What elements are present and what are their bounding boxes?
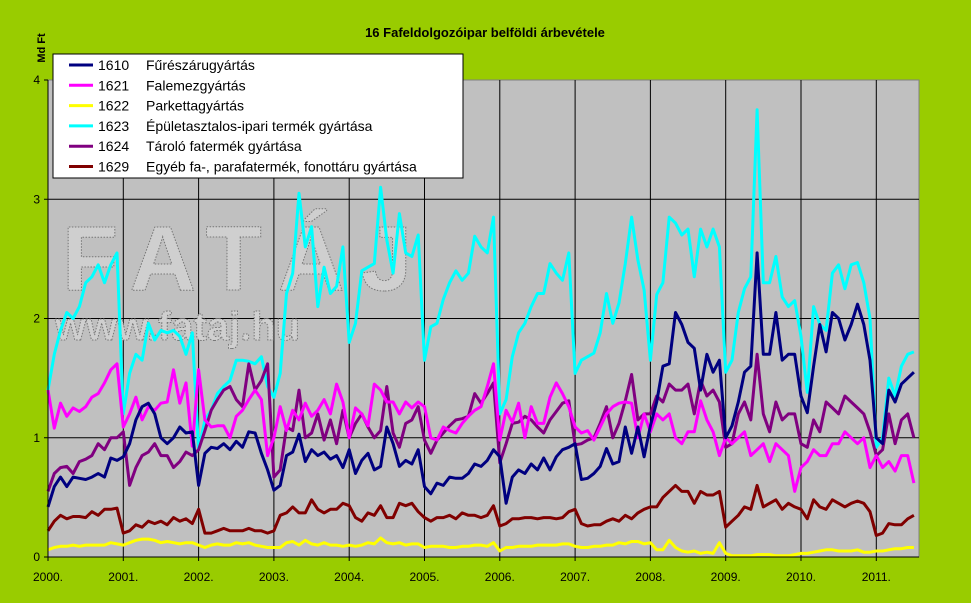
series-line-1622 (47, 536, 914, 558)
legend-code: 1624 (98, 138, 129, 154)
series-line-1610 (46, 251, 915, 508)
x-tick-label: 2009. (711, 570, 741, 584)
legend-box (52, 53, 464, 179)
legend-label: Épületasztalos-ipari termék gyártása (146, 118, 373, 134)
legend-label: Fűrészárugyártás (146, 57, 255, 73)
y-axis-label: Md Ft (36, 33, 48, 63)
legend-label: Tároló fatermék gyártása (146, 138, 302, 154)
legend-label: Parkettagyártás (146, 98, 244, 114)
x-axis: 2000. 2001. 2002. 2003. 2004. 2005. 2006. 2007.… (33, 556, 919, 584)
y-tick-label: 4 (33, 73, 40, 87)
y-tick-label: 2 (33, 312, 40, 326)
legend-item-1610: 1610 Fűrészárugyártás (69, 57, 255, 73)
legend-label: Egyéb fa-, parafatermék, fonottáru gyárt… (146, 159, 417, 175)
legend-item-1621: 1621 Falemezgyártás (69, 77, 246, 93)
x-tick-label: 2006. (485, 570, 515, 584)
legend-code: 1629 (98, 159, 129, 175)
legend-item-1622: 1622 Parkettagyártás (69, 98, 244, 114)
x-tick-label: 2005. (409, 570, 439, 584)
x-tick-label: 2011. (862, 570, 891, 584)
legend-label: Falemezgyártás (146, 77, 246, 93)
y-tick-label: 3 (33, 192, 40, 206)
y-tick-label: 0 (33, 550, 40, 564)
series-line-1623 (46, 108, 915, 452)
legend-item-1623: 1623 Épületasztalos-ipari termék gyártása (69, 118, 373, 134)
series-lines (46, 108, 916, 558)
y-tick-label: 1 (33, 431, 40, 445)
legend-item-1629: 1629 Egyéb fa-, parafatermék, fonottáru g… (69, 159, 417, 175)
x-tick-label: 2001. (108, 570, 138, 584)
series-line-1621 (46, 362, 916, 493)
x-tick-label: 2003. (259, 570, 289, 584)
x-tick-label: 2008. (635, 570, 665, 584)
x-tick-label: 2010. (786, 570, 816, 584)
legend-code: 1622 (98, 98, 129, 114)
x-tick-label: 2002. (184, 570, 214, 584)
legend-code: 1610 (98, 57, 129, 73)
chart-title: 16 Fafeldolgozóipar belföldi árbevétele (365, 25, 605, 40)
x-tick-label: 2000. (33, 570, 63, 584)
x-tick-label: 2007. (560, 570, 590, 584)
x-tick-label: 2004. (334, 570, 364, 584)
legend-code: 1623 (98, 118, 129, 134)
legend-item-1624: 1624 Tároló fatermék gyártása (69, 138, 302, 154)
y-axis: 0 1 2 3 4 (33, 73, 49, 564)
legend-code: 1621 (98, 77, 129, 93)
watermark-url: www.fataj.hu (54, 305, 300, 349)
series-line-1629 (46, 483, 915, 537)
